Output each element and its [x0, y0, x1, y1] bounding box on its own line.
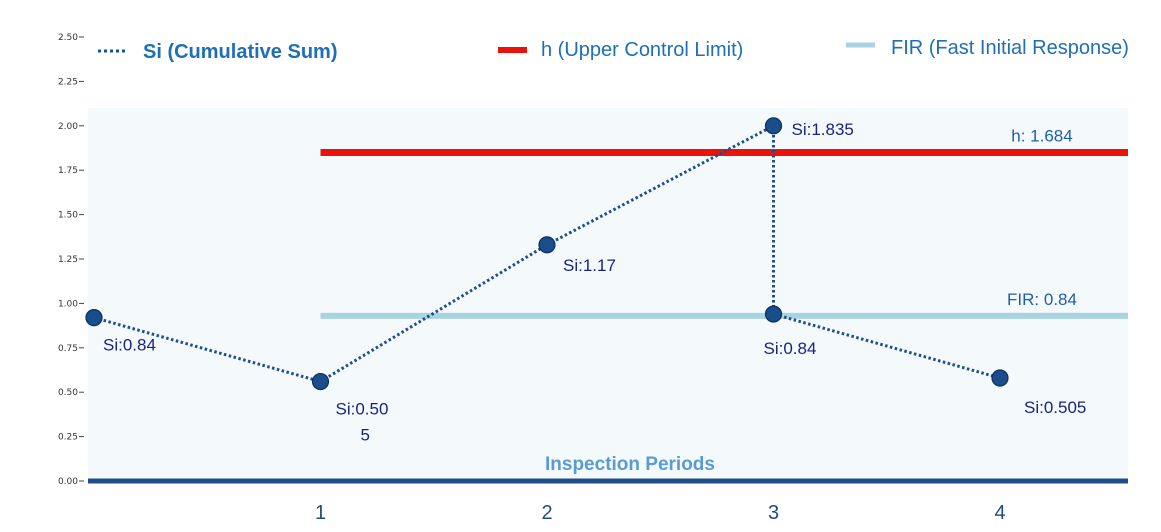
- y-tick-label: 0.25: [58, 433, 78, 443]
- y-tick-label: 0.50: [58, 388, 78, 398]
- y-tick-label: 1.25: [58, 255, 78, 265]
- si-line: [93, 123, 1001, 384]
- y-tick-label: 0.75: [58, 344, 78, 354]
- si-point-label: Si:1.17: [563, 256, 616, 275]
- fir-label: FIR: 0.84: [1007, 290, 1077, 309]
- x-axis-categories: 1 2 3 4: [315, 502, 1006, 524]
- y-tick-label: 2.50: [58, 33, 78, 43]
- y-tick-label: 0.00: [58, 477, 78, 487]
- plot-background: [88, 108, 1128, 481]
- h-limit-label: h: 1.684: [1011, 126, 1072, 145]
- y-tick-label: 1.75: [58, 166, 78, 176]
- legend-si-label: Si (Cumulative Sum): [143, 41, 337, 63]
- legend-fir-label: FIR (Fast Initial Response): [891, 37, 1129, 59]
- y-tick-label: 2.25: [58, 77, 78, 87]
- si-data-point: [764, 117, 783, 135]
- si-series: Si:0.84Si:0.505Si:1.17Si:1.835Si:0.84Si:…: [85, 117, 1086, 445]
- legend: Si (Cumulative Sum) h (Upper Control Limi…: [98, 37, 1129, 63]
- x-category-label: 3: [768, 502, 779, 524]
- y-tick-label: 1.50: [58, 211, 78, 221]
- y-tick-label: 1.00: [58, 299, 78, 309]
- y-axis-ticks: 0.00 0.25 0.50 0.75 1.00 1.25 1.50 1.75 2.00 2.25…: [58, 33, 84, 487]
- x-category-label: 4: [994, 502, 1005, 524]
- reference-lines: h: 1.684 FIR: 0.84: [320, 126, 1128, 319]
- si-data-point: [85, 309, 103, 327]
- y-tick-label: 2.00: [58, 122, 78, 132]
- si-point-label: Si:0.84: [764, 339, 817, 358]
- legend-h-label: h (Upper Control Limit): [541, 39, 743, 61]
- si-point-label: Si:1.835: [792, 120, 854, 139]
- x-category-label: 2: [541, 502, 552, 524]
- si-data-point: [538, 236, 556, 254]
- si-data-point: [311, 372, 330, 391]
- si-point-label-wrap: 5: [361, 426, 370, 445]
- x-category-label: 1: [315, 502, 326, 524]
- si-data-point: [764, 305, 783, 323]
- si-point-label: Si:0.50: [336, 400, 389, 419]
- x-axis-title: Inspection Periods: [545, 454, 715, 475]
- si-point-label: Si:0.84: [103, 336, 156, 355]
- si-data-point: [991, 369, 1009, 387]
- si-point-label: Si:0.505: [1024, 398, 1086, 417]
